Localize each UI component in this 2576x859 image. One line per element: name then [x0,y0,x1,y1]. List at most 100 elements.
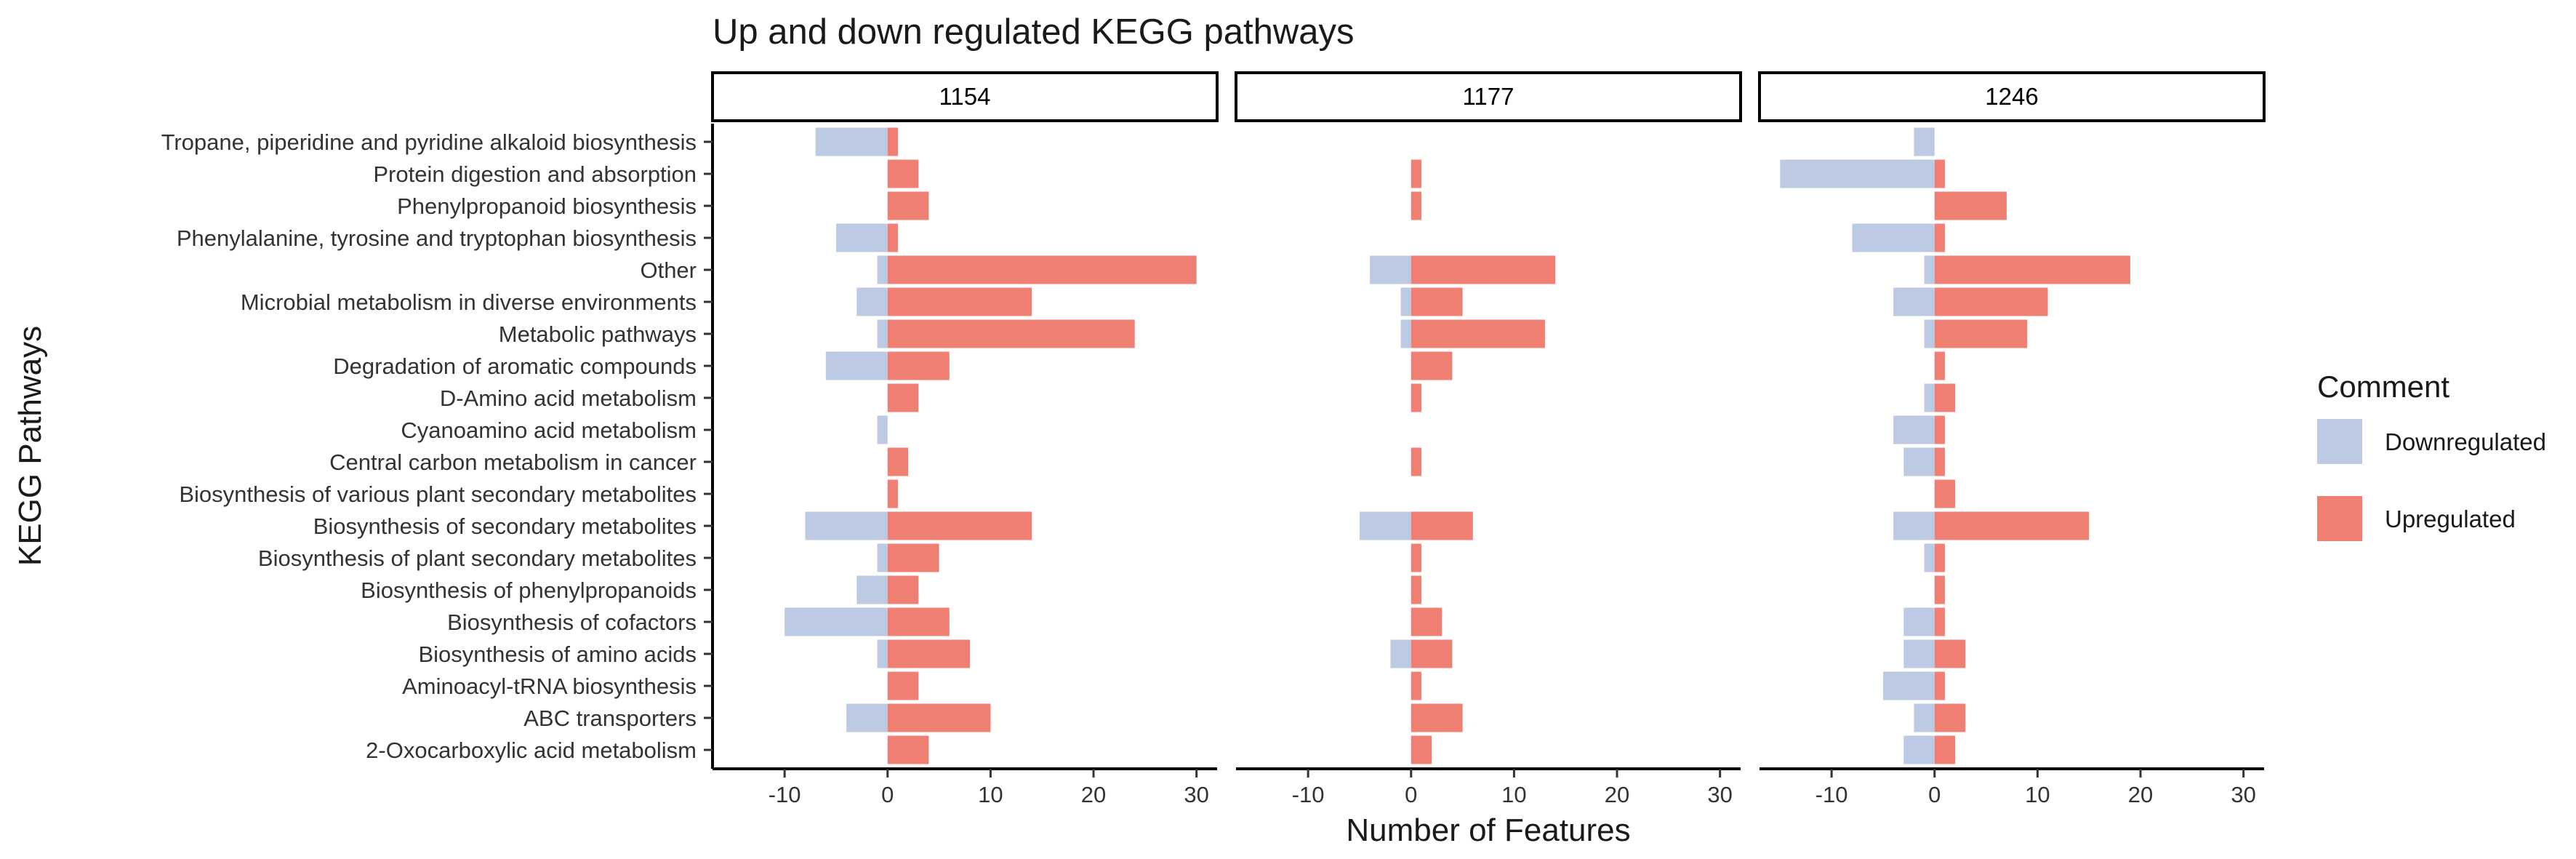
category-label: Metabolic pathways [499,321,697,347]
bar-downregulated [846,703,888,732]
bar-upregulated [1411,351,1453,380]
bar-upregulated [1411,383,1421,412]
bar-upregulated [1934,671,1945,700]
facet-strip-label: 1154 [939,83,991,110]
facet-panel-1154: 1154 -10 0 10 20 30 [711,71,1219,807]
bar-downregulated [1903,735,1935,764]
bar-downregulated [1914,127,1935,156]
legend-key-upregulated [2317,496,2362,541]
bar-upregulated [1411,607,1443,636]
bar-upregulated [1411,703,1463,732]
bar-downregulated [1390,639,1411,668]
bar-upregulated [887,127,898,156]
bar-downregulated [1924,255,1935,284]
bar-downregulated [877,415,888,444]
bar-upregulated [1411,639,1453,668]
facet-strip-label: 1246 [1985,83,2038,110]
bar-upregulated [1934,223,1945,252]
category-label: Aminoacyl-tRNA biosynthesis [402,674,697,699]
category-label: Cyanoamino acid metabolism [401,417,697,443]
category-label: Phenylpropanoid biosynthesis [397,193,697,219]
legend: Comment Downregulated Upregulated [2317,369,2546,541]
facet-strip [711,71,1219,122]
x-tick-label: 20 [1605,782,1629,807]
category-label: Biosynthesis of amino acids [418,642,697,667]
bar-downregulated [877,639,888,668]
bar-upregulated [887,575,919,604]
category-labels: Tropane, piperidine and pyridine alkaloi… [161,124,714,769]
legend-label: Downregulated [2385,428,2546,455]
bar-upregulated [1411,255,1556,284]
legend-title: Comment [2317,369,2449,404]
category-label: Degradation of aromatic compounds [333,353,697,379]
bar-upregulated [1934,383,1956,412]
bar-downregulated [835,223,888,252]
x-tick-label: -10 [1815,782,1848,807]
bar-upregulated [1934,511,2090,540]
x-tick-label: 10 [2025,782,2050,807]
bar-downregulated [1882,671,1935,700]
bar-upregulated [1411,671,1421,700]
bar-downregulated [1924,319,1935,348]
bar-downregulated [805,511,888,540]
bar-upregulated [887,543,939,572]
bar-downregulated [1400,287,1411,316]
bar-upregulated [887,735,929,764]
facet-strip [1758,71,2266,122]
bar-downregulated [1903,447,1935,476]
bar-upregulated [887,223,898,252]
bar-downregulated [1924,543,1935,572]
bar-upregulated [1934,191,2007,220]
category-label: Biosynthesis of plant secondary metaboli… [258,546,697,571]
bar-downregulated [877,255,888,284]
category-label: Biosynthesis of cofactors [447,610,697,635]
category-label: Protein digestion and absorption [373,161,697,187]
facet-strip [1235,71,1742,122]
bar-upregulated [887,159,919,188]
facet-panel-1177: 1177 -10 0 10 20 30 [1235,71,1742,807]
bar-upregulated [1934,319,2028,348]
bar-upregulated [1934,415,1945,444]
bar-upregulated [1411,575,1421,604]
bar-downregulated [1903,607,1935,636]
x-tick-label: 20 [2128,782,2153,807]
chart-title: Up and down regulated KEGG pathways [713,12,1355,52]
bar-downregulated [785,607,888,636]
bar-upregulated [887,319,1135,348]
bar-upregulated [1934,479,1956,508]
bar-upregulated [1934,639,1966,668]
bar-upregulated [1411,543,1421,572]
bar-downregulated [856,287,888,316]
bar-upregulated [887,287,1032,316]
bar-upregulated [1934,159,1945,188]
bar-downregulated [815,127,888,156]
x-tick-label: 0 [1928,782,1941,807]
category-label: ABC transporters [523,706,697,731]
bar-upregulated [887,255,1197,284]
bar-upregulated [1934,735,1956,764]
bar-downregulated [1400,319,1411,348]
facet-strip-label: 1177 [1463,83,1514,110]
legend-label: Upregulated [2385,506,2516,532]
bar-downregulated [1370,255,1411,284]
x-tick-label: -10 [769,782,801,807]
y-axis-title: KEGG Pathways [12,326,48,566]
category-label: Phenylalanine, tyrosine and tryptophan b… [177,225,697,251]
bar-upregulated [1934,351,1945,380]
category-label: D-Amino acid metabolism [440,385,697,411]
bar-upregulated [1411,511,1473,540]
bar-downregulated [877,319,888,348]
bar-upregulated [1934,287,2048,316]
legend-entries: Downregulated Upregulated [2317,419,2546,541]
bar-downregulated [1893,415,1935,444]
bar-downregulated [1914,703,1935,732]
bar-upregulated [1411,447,1421,476]
bar-downregulated [1359,511,1411,540]
category-label: Biosynthesis of various plant secondary … [179,482,697,507]
bar-upregulated [887,191,929,220]
x-tick-label: 0 [1405,782,1417,807]
bar-upregulated [1411,159,1421,188]
bar-upregulated [1411,735,1432,764]
bar-downregulated [1893,287,1935,316]
